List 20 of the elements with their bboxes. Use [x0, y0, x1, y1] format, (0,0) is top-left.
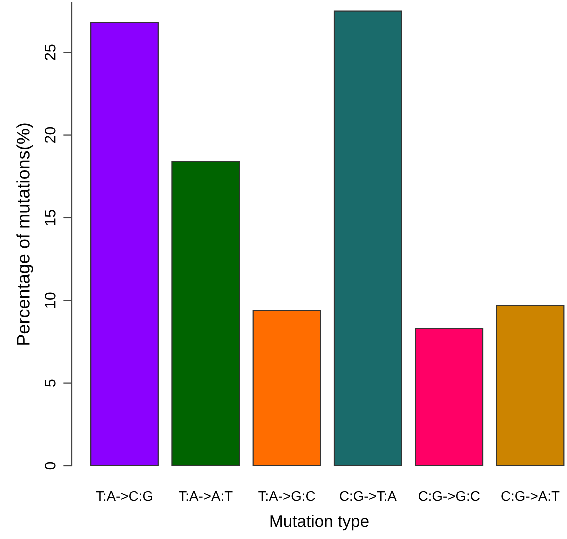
y-tick-label: 10 [44, 292, 56, 308]
x-tick-label: C:G->T:A [340, 491, 397, 502]
x-tick-label: T:A->C:G [96, 491, 152, 502]
x-tick-label: C:G->G:C [418, 491, 480, 502]
bar [415, 328, 484, 466]
y-tick-label: 25 [44, 44, 56, 60]
bar [172, 161, 240, 466]
y-tick-label: 15 [45, 210, 56, 226]
bar [334, 10, 402, 466]
y-axis-title: Percentage of mutations(%) [16, 124, 34, 345]
bar [496, 305, 565, 466]
x-tick-label: C:G->A:T [502, 491, 560, 502]
y-tick-label: 20 [44, 127, 56, 144]
x-tick-label: T:A->G:C [258, 491, 316, 502]
x-axis-title: Mutation type [270, 515, 369, 531]
y-tick-label: 5 [45, 380, 56, 387]
bar [252, 310, 322, 466]
x-tick-label: T:A->A:T [179, 492, 233, 502]
y-tick-label: 0 [44, 462, 56, 470]
bar [90, 22, 159, 466]
